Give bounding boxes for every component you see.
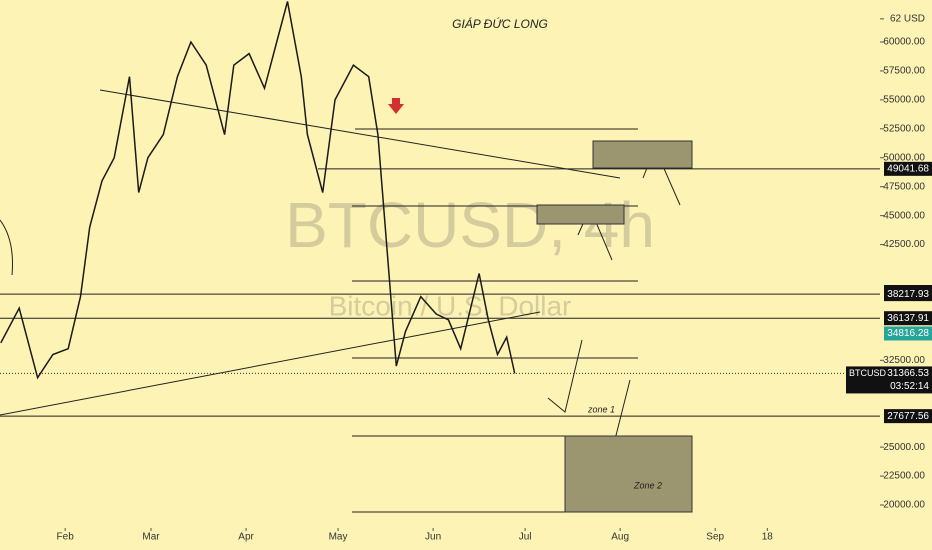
- countdown: 03:52:14: [890, 381, 929, 392]
- price-tag: [884, 287, 932, 302]
- down-marker: [388, 98, 404, 114]
- x-tick-label: Jul: [519, 532, 532, 543]
- last-tag-price: 31366.53: [887, 368, 929, 379]
- zone: [592, 140, 693, 169]
- watermark: BTCUSD, 4h: [285, 189, 655, 261]
- ma-tag: [884, 326, 932, 341]
- y-tick-label: 32500.00: [883, 355, 925, 366]
- y-tick-label: 42500.00: [883, 239, 925, 250]
- price-tag-label: 38217.93: [887, 289, 929, 300]
- x-tick-label: Sep: [706, 532, 724, 543]
- trend-line: [0, 311, 541, 416]
- y-tick-label: 47500.00: [883, 181, 925, 192]
- zone: [564, 435, 693, 513]
- chart-title: GIÁP ĐỨC LONG: [452, 16, 548, 31]
- annotation: Zone 2: [633, 480, 662, 490]
- x-tick-label: Jun: [425, 532, 441, 543]
- zone: [536, 204, 625, 225]
- arrow: [547, 339, 583, 413]
- y-tick-label: 52500.00: [883, 123, 925, 134]
- annotation: zone 1: [587, 404, 615, 414]
- x-tick-label: 18: [762, 532, 774, 543]
- x-tick-label: Mar: [142, 532, 160, 543]
- watermark-subtitle: Bitcoin / U.S. Dollar: [329, 290, 572, 321]
- price-line: [0, 1, 516, 380]
- price-tag-label: 49041.68: [887, 163, 929, 174]
- price-tag: [884, 409, 932, 424]
- price-tag-label: 36137.91: [887, 313, 929, 324]
- x-tick-label: Aug: [611, 532, 629, 543]
- last-tag-symbol: BTCUSD: [849, 368, 887, 378]
- y-tick-label: 20000.00: [883, 500, 925, 511]
- last-tag: [846, 366, 932, 394]
- trend-line: [99, 89, 621, 179]
- y-tick-label: 62 USD: [890, 13, 925, 24]
- y-tick-label: 55000.00: [883, 95, 925, 106]
- price-tag: [884, 161, 932, 176]
- y-tick-label: 50000.00: [883, 152, 925, 163]
- y-tick-label: 45000.00: [883, 210, 925, 221]
- y-tick-label: 57500.00: [883, 66, 925, 77]
- y-tick-label: 22500.00: [883, 471, 925, 482]
- x-tick-label: Apr: [238, 532, 254, 543]
- price-tag: [884, 311, 932, 326]
- x-tick-label: May: [329, 532, 348, 543]
- price-tag-label: 27677.56: [887, 411, 929, 422]
- ma-tag-label: 34816.28: [887, 328, 929, 339]
- arc: [0, 219, 13, 276]
- y-tick-label: 25000.00: [883, 442, 925, 453]
- x-tick-label: Feb: [57, 532, 75, 543]
- y-tick-label: 60000.00: [883, 37, 925, 48]
